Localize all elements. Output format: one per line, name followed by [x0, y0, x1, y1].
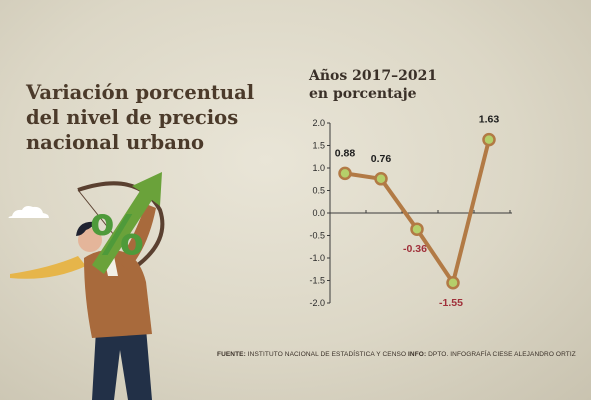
up-arrow-icon — [92, 172, 162, 274]
info-label: INFO: — [408, 351, 427, 358]
source-text: INSTITUTO NACIONAL DE ESTADÍSTICA Y CENS… — [247, 351, 407, 358]
chart-title: Variación porcentual del nivel de precio… — [26, 81, 255, 154]
data-label: 1.63 — [479, 114, 500, 126]
data-label: -0.36 — [403, 243, 427, 255]
data-point — [482, 132, 496, 147]
head — [78, 228, 102, 252]
y-tick-label: 0.0 — [312, 208, 325, 218]
x-axis — [330, 210, 512, 214]
jacket — [84, 250, 152, 338]
data-label: 0.88 — [335, 147, 356, 159]
cloud-icon — [8, 206, 49, 218]
data-labels: 0.88 0.76 -0.36 -1.55 1.63 — [335, 114, 500, 309]
y-axis: 2.0 1.5 1.0 0.5 0.0 -0.5 -1.0 -1.5 -2.0 — [309, 118, 331, 308]
info-text: DPTO. INFOGRAFÍA CIESE ALEJANDRO ORTIZ — [428, 351, 576, 358]
y-tick-label: 0.5 — [312, 186, 325, 196]
legs — [92, 328, 152, 400]
y-tick-label: 1.5 — [312, 141, 325, 151]
arm — [118, 204, 156, 270]
data-point — [410, 222, 424, 236]
y-tick-label: -1.5 — [309, 276, 325, 286]
source-label: FUENTE: — [217, 351, 246, 358]
chart-subtitle: Años 2017–2021 en porcentaje — [309, 67, 437, 103]
series-points — [338, 132, 496, 290]
y-tick-label: 1.0 — [312, 163, 325, 173]
percent-icon: % — [90, 204, 144, 267]
data-point — [446, 276, 460, 290]
footer-credits: FUENTE: INSTITUTO NACIONAL DE ESTADÍSTIC… — [217, 351, 576, 358]
hair — [76, 221, 96, 236]
data-label: -1.55 — [439, 297, 463, 309]
person-with-percent-illustration: % — [8, 172, 165, 400]
data-point — [374, 172, 388, 186]
data-point — [338, 166, 352, 181]
y-tick-label: -1.0 — [309, 253, 325, 263]
data-label: 0.76 — [371, 153, 392, 165]
scarf — [10, 256, 86, 279]
series-line — [343, 137, 491, 285]
bow — [77, 181, 165, 267]
y-tick-label: -0.5 — [309, 231, 325, 241]
y-tick-label: 2.0 — [312, 118, 325, 128]
series-path — [343, 137, 491, 285]
y-tick-label: -2.0 — [309, 298, 325, 308]
subtitle-unit: en porcentaje — [309, 86, 417, 102]
subtitle-years: Años 2017–2021 — [309, 68, 438, 84]
